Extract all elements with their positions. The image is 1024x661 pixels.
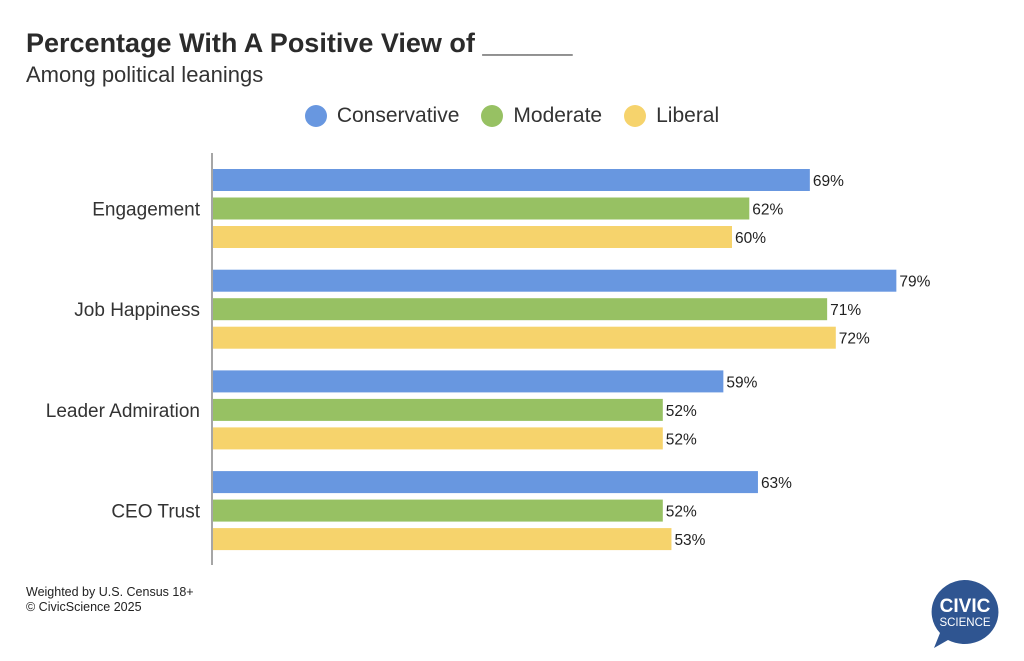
data-label: 52% <box>666 504 697 521</box>
data-label: 52% <box>666 403 697 420</box>
data-label: 62% <box>752 202 783 219</box>
civicscience-logo: CIVIC SCIENCE <box>931 579 999 648</box>
legend-swatch <box>481 105 504 127</box>
bar-moderate <box>213 398 663 421</box>
data-label: 79% <box>899 274 930 291</box>
logo-text-science: SCIENCE <box>939 617 990 629</box>
bar-moderate <box>213 197 750 220</box>
data-label: 59% <box>726 374 757 391</box>
legend-label: Conservative <box>336 104 460 127</box>
bar-moderate <box>213 298 828 321</box>
bar-liberal <box>213 326 836 349</box>
bar-moderate <box>213 499 663 522</box>
footer-copyright: © CivicScience 2025 <box>26 600 142 614</box>
data-label: 69% <box>813 173 844 190</box>
chart-title: Percentage With A Positive View of _____… <box>26 28 573 58</box>
legend-label: Liberal <box>656 104 720 127</box>
data-label: 53% <box>674 532 705 549</box>
legend-swatch <box>624 105 647 127</box>
legend: Conservative Moderate Liberal <box>0 104 1024 128</box>
data-label: 52% <box>666 431 697 448</box>
legend-label: Moderate <box>513 104 603 127</box>
footer: Weighted by U.S. Census 18+ © CivicScien… <box>26 585 194 615</box>
data-label: 72% <box>839 331 870 348</box>
data-label: 63% <box>761 475 792 492</box>
legend-swatch <box>304 105 327 127</box>
legend-item-liberal: Liberal <box>624 104 719 128</box>
bar-liberal <box>213 226 732 248</box>
logo-text-civic: CIVIC <box>940 596 991 617</box>
bar-conservative <box>213 471 758 494</box>
bar-liberal <box>213 427 663 450</box>
footer-note: Weighted by U.S. Census 18+ <box>26 585 194 599</box>
category-label: Leader Admiration <box>46 401 200 422</box>
category-label: Engagement <box>92 200 200 221</box>
bar-liberal <box>213 528 672 551</box>
data-label: 71% <box>830 302 861 319</box>
bar-conservative <box>213 169 810 191</box>
category-label: Job Happiness <box>74 300 200 321</box>
bar-conservative <box>213 370 724 393</box>
category-label: CEO Trust <box>111 502 200 523</box>
chart-subtitle: Among political leanings <box>26 62 264 87</box>
bar-conservative <box>213 269 897 292</box>
legend-item-conservative: Conservative <box>304 104 460 128</box>
legend-item-moderate: Moderate <box>481 104 602 128</box>
data-label: 60% <box>735 230 766 247</box>
